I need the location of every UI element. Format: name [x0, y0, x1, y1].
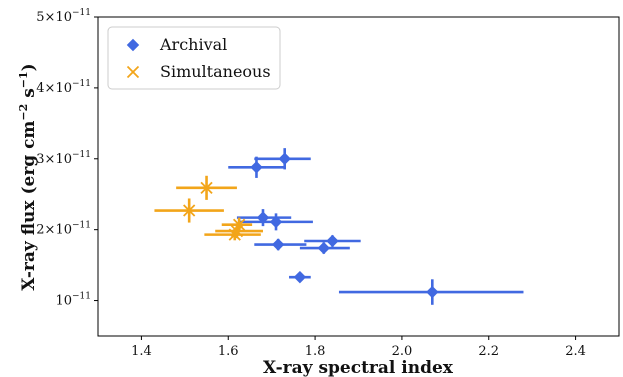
- data-point: [426, 285, 439, 299]
- y-axis-title: X-ray flux (erg cm−2 s−1): [17, 63, 39, 290]
- legend: Archival Simultaneous: [107, 26, 281, 90]
- x-axis: 1.4 1.6 1.8 2.0 2.2 2.4: [131, 336, 586, 359]
- legend-label-simultaneous: Simultaneous: [160, 62, 271, 81]
- data-point: [278, 152, 291, 165]
- legend-label-archival: Archival: [159, 35, 227, 54]
- data-point: [183, 204, 196, 217]
- series-simultaneous: [154, 175, 263, 241]
- data-point: [200, 181, 213, 194]
- x-tick-label: 1.4: [131, 344, 152, 359]
- y-tick-label: 10−11: [55, 292, 91, 309]
- data-series: [154, 148, 524, 305]
- y-tick-label: 2×10−11: [36, 221, 91, 238]
- data-point: [271, 238, 285, 251]
- x-tick-label: 2.2: [478, 344, 499, 359]
- x-tick-label: 2.0: [392, 344, 413, 359]
- data-point: [326, 234, 339, 248]
- data-point: [293, 270, 307, 284]
- x-axis-title: X-ray spectral index: [263, 358, 454, 377]
- legend-marker-simultaneous: [126, 65, 140, 79]
- y-axis: 10−11 2×10−11 3×10−11 4×10−11 5×10−11: [36, 8, 98, 309]
- legend-box: [107, 26, 281, 90]
- y-tick-label: 3×10−11: [36, 150, 91, 167]
- legend-marker-archival: [126, 38, 140, 52]
- data-point: [250, 161, 263, 174]
- data-point: [228, 228, 241, 241]
- y-tick-label: 5×10−11: [36, 8, 91, 25]
- y-tick-label: 4×10−11: [36, 79, 91, 96]
- x-tick-label: 1.6: [218, 344, 239, 359]
- data-point: [317, 241, 330, 255]
- series-archival: [228, 148, 524, 305]
- x-tick-label: 1.8: [305, 344, 326, 359]
- x-tick-label: 2.4: [565, 344, 586, 359]
- data-point: [269, 215, 283, 229]
